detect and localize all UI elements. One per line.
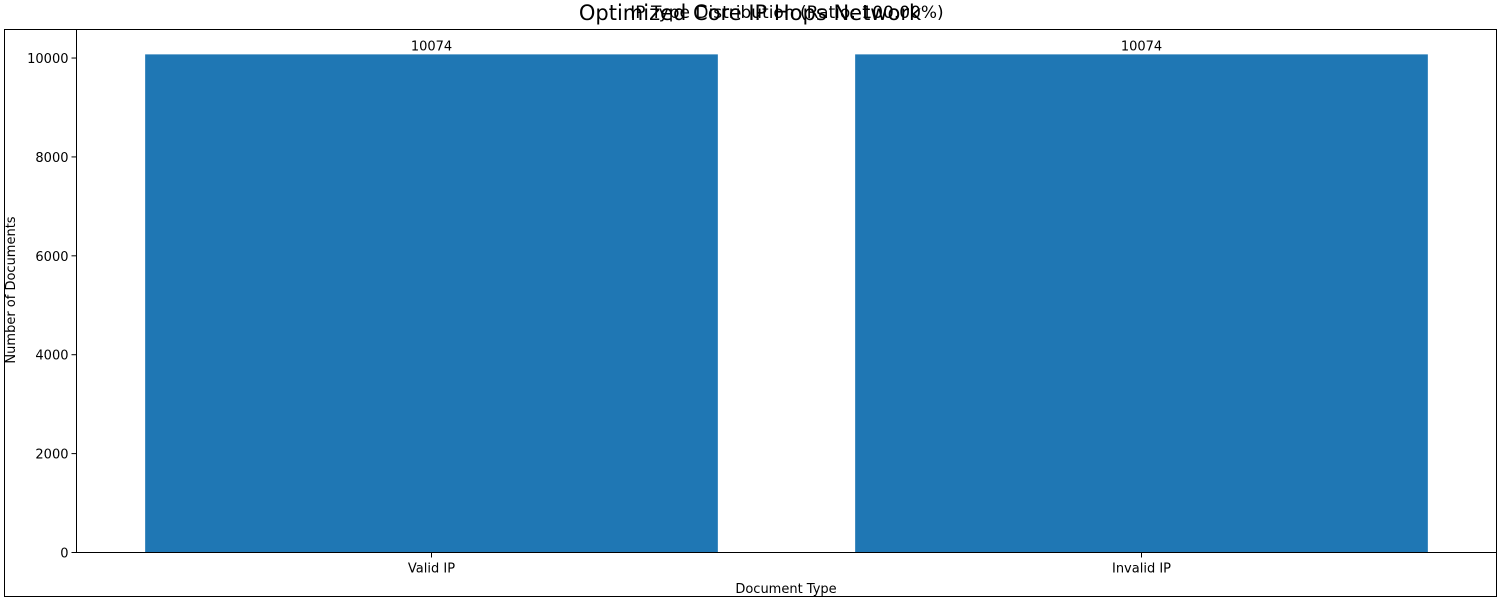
y-tick-label: 10000 [27, 52, 68, 67]
x-axis-label: Document Type [735, 582, 836, 597]
y-tick-label: 2000 [35, 448, 68, 463]
bar-valid-ip [145, 54, 718, 553]
y-tick-label: 8000 [35, 151, 68, 166]
x-tick-label: Invalid IP [1112, 562, 1171, 577]
y-tick-label: 0 [60, 547, 68, 562]
y-axis-label: Number of Documents [4, 216, 19, 363]
figure-title: Optimized Core IP Hops Network [579, 1, 922, 25]
chart-title: IP Type Distribution (Ratio: 100.00%) [630, 3, 943, 23]
bar-invalid-ip [855, 54, 1428, 553]
y-tick-label: 4000 [35, 349, 68, 364]
axes-frame [76, 29, 1497, 553]
bar-value-label: 10074 [411, 39, 452, 54]
x-tick-label: Valid IP [408, 562, 455, 577]
y-tick-label: 6000 [35, 250, 68, 265]
plot-area: 10074 Valid IP 10074 Invalid IP 0 2000 4000 600… [27, 29, 1497, 577]
bar-value-label: 10074 [1121, 39, 1162, 54]
